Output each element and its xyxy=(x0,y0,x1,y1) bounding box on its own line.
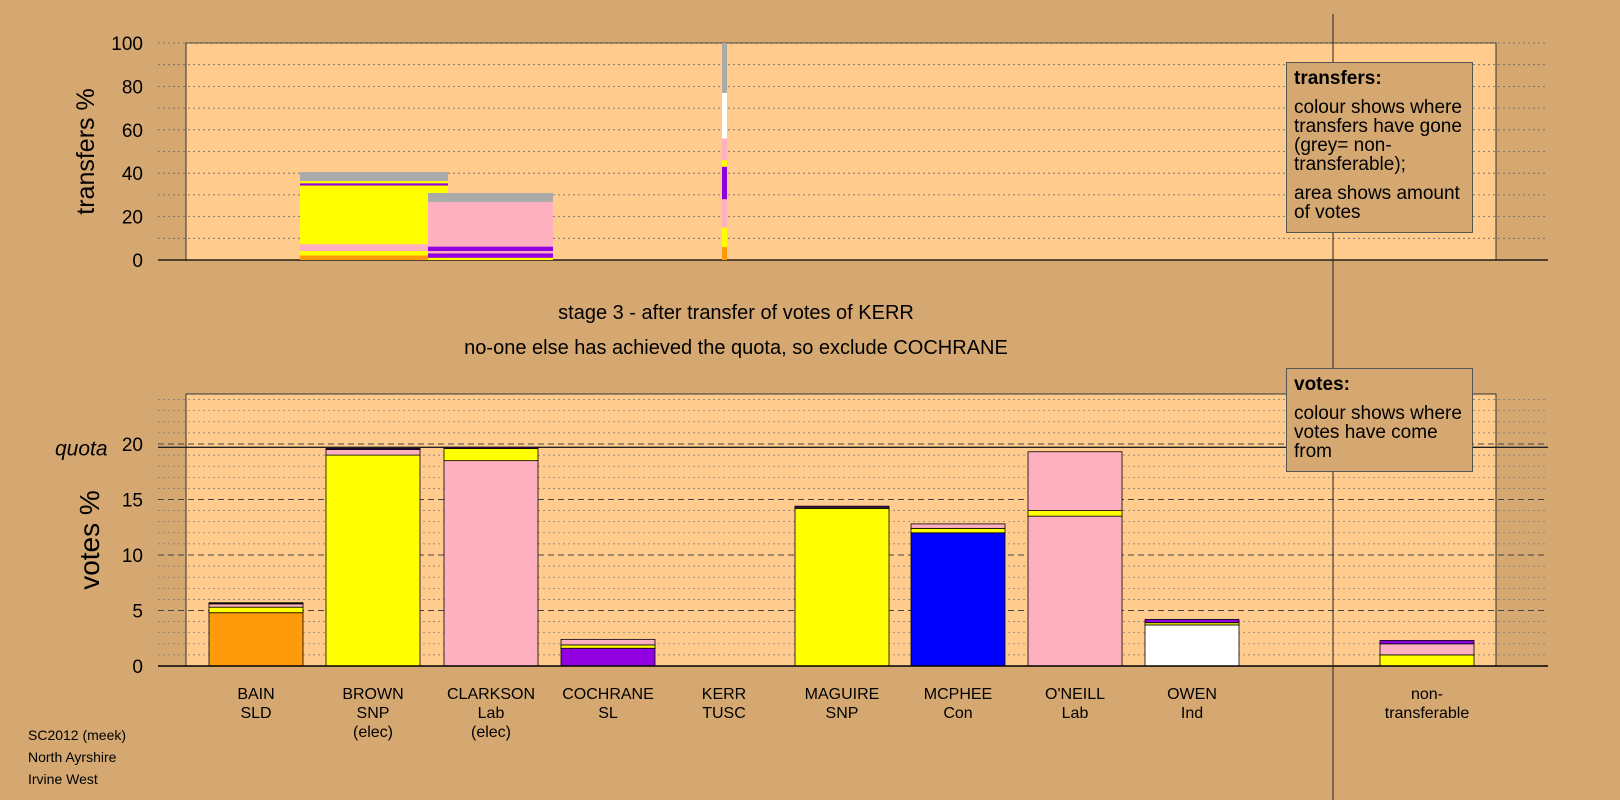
votes-legend-text: colour shows where votes have come from xyxy=(1294,403,1462,462)
candidate-name-label: KERR xyxy=(702,686,746,703)
candidate-party-label: SL xyxy=(598,705,618,722)
transfers-legend-title: transfers: xyxy=(1294,68,1382,89)
stage-subtitle: no-one else has achieved the quota, so e… xyxy=(464,337,1008,359)
transfers-legend-text: colour shows where transfers have gone (… xyxy=(1294,97,1462,175)
votes-legend: votes: colour shows where votes have com… xyxy=(1286,368,1473,472)
vote-bar-segment xyxy=(1379,643,1475,656)
candidate-party-label: Con xyxy=(943,705,972,722)
transfers-tick-label: 20 xyxy=(122,208,143,229)
vote-bar-segment xyxy=(1144,624,1240,667)
transfers-tick-label: 100 xyxy=(111,34,143,55)
candidate-party-label: Lab xyxy=(1062,705,1089,722)
vote-bar-segment xyxy=(1379,654,1475,667)
vote-bar-segment xyxy=(208,602,304,604)
candidate-party-label: SNP xyxy=(826,705,859,722)
transfer-block-segment xyxy=(428,193,553,202)
vote-bar-segment xyxy=(910,523,1006,529)
vote-bar-segment xyxy=(325,454,421,667)
candidate-name-label: non- xyxy=(1411,686,1443,703)
vote-bar-segment xyxy=(560,644,656,649)
candidate-name-label: O'NEILL xyxy=(1045,686,1105,703)
votes-legend-title: votes: xyxy=(1294,374,1350,395)
candidate-name-label: BAIN xyxy=(237,686,274,703)
vote-bar-segment xyxy=(325,448,421,450)
transfer-block-segment xyxy=(300,185,448,245)
vote-bar-segment xyxy=(1379,640,1475,645)
votes-tick-label: 10 xyxy=(122,546,143,567)
transfers-legend-area-text: area shows amount of votes xyxy=(1294,183,1460,223)
transfer-block-segment xyxy=(428,201,553,247)
footer-election: SC2012 (meek) xyxy=(28,727,127,743)
vote-bar-segment xyxy=(208,603,304,608)
kerr-transfer-segment xyxy=(722,92,727,139)
kerr-transfer-segment xyxy=(722,160,727,167)
vote-bar-segment xyxy=(794,507,890,667)
kerr-transfer-segment xyxy=(722,199,727,228)
candidate-name-label: OWEN xyxy=(1167,686,1217,703)
kerr-transfer-segment xyxy=(722,246,727,260)
vote-bar-segment xyxy=(910,527,1006,534)
vote-bar-segment xyxy=(443,460,539,667)
vote-bar-segment xyxy=(325,449,421,456)
vote-bar-segment xyxy=(910,532,1006,667)
candidate-name-label: CLARKSON xyxy=(447,686,535,703)
transfer-block-segment xyxy=(300,183,448,186)
vote-bar-segment xyxy=(1144,618,1240,624)
transfers-tick-label: 0 xyxy=(132,251,143,272)
transfer-block-segment xyxy=(300,172,448,182)
transfer-block-segment xyxy=(428,246,553,252)
votes-axis-label: votes % xyxy=(74,490,105,590)
candidate-party-label: Lab xyxy=(478,705,505,722)
vote-bar-segment xyxy=(1027,451,1123,511)
candidate-name-label: COCHRANE xyxy=(562,686,654,703)
candidate-party-label: Ind xyxy=(1181,705,1203,722)
footer: SC2012 (meek) North Ayrshire Irvine West xyxy=(28,724,126,790)
vote-bar-segment xyxy=(208,606,304,614)
transfer-block-segment xyxy=(300,181,448,184)
transfers-tick-label: 60 xyxy=(122,121,143,142)
kerr-transfer-segment xyxy=(722,138,727,161)
candidate-note-label: (elec) xyxy=(353,724,393,741)
candidate-name-label: BROWN xyxy=(342,686,403,703)
transfer-block-segment xyxy=(428,251,553,254)
votes-tick-label: 0 xyxy=(132,657,143,678)
candidate-name-label: MAGUIRE xyxy=(805,686,880,703)
candidate-party-label: SNP xyxy=(357,705,390,722)
kerr-transfer-segment xyxy=(722,227,727,247)
candidate-name-label: MCPHEE xyxy=(924,686,992,703)
kerr-transfer-segment xyxy=(722,166,727,200)
stage-title: stage 3 - after transfer of votes of KER… xyxy=(558,302,914,324)
vote-bar-segment xyxy=(1027,515,1123,667)
vote-bar-segment xyxy=(1027,510,1123,517)
transfer-block-segment xyxy=(300,250,448,256)
transfers-tick-label: 80 xyxy=(122,77,143,98)
transfer-block-segment xyxy=(428,257,553,260)
transfer-block-segment xyxy=(300,244,448,251)
vote-bar-segment xyxy=(794,505,890,508)
footer-ward: Irvine West xyxy=(28,771,98,787)
votes-tick-label: 5 xyxy=(132,602,143,623)
transfer-block-segment xyxy=(428,253,553,258)
transfers-legend: transfers: colour shows where transfers … xyxy=(1286,62,1473,233)
vote-bar-segment xyxy=(208,612,304,667)
transfers-tick-label: 40 xyxy=(122,164,143,185)
transfers-axis-label: transfers % xyxy=(72,88,100,214)
vote-bar-segment xyxy=(443,446,539,449)
candidate-party-label: SLD xyxy=(240,705,271,722)
vote-bar-segment xyxy=(560,647,656,667)
vote-bar-segment xyxy=(443,448,539,462)
candidate-party-label: TUSC xyxy=(702,705,746,722)
kerr-transfer-segment xyxy=(722,43,727,93)
transfer-block-segment xyxy=(300,255,448,260)
votes-tick-label: 15 xyxy=(122,491,143,512)
candidate-note-label: (elec) xyxy=(471,724,511,741)
votes-tick-label: 20 xyxy=(122,435,143,456)
quota-label: quota xyxy=(55,437,108,460)
vote-bar-segment xyxy=(560,638,656,646)
footer-council: North Ayrshire xyxy=(28,749,117,765)
candidate-party-label: transferable xyxy=(1385,705,1470,722)
